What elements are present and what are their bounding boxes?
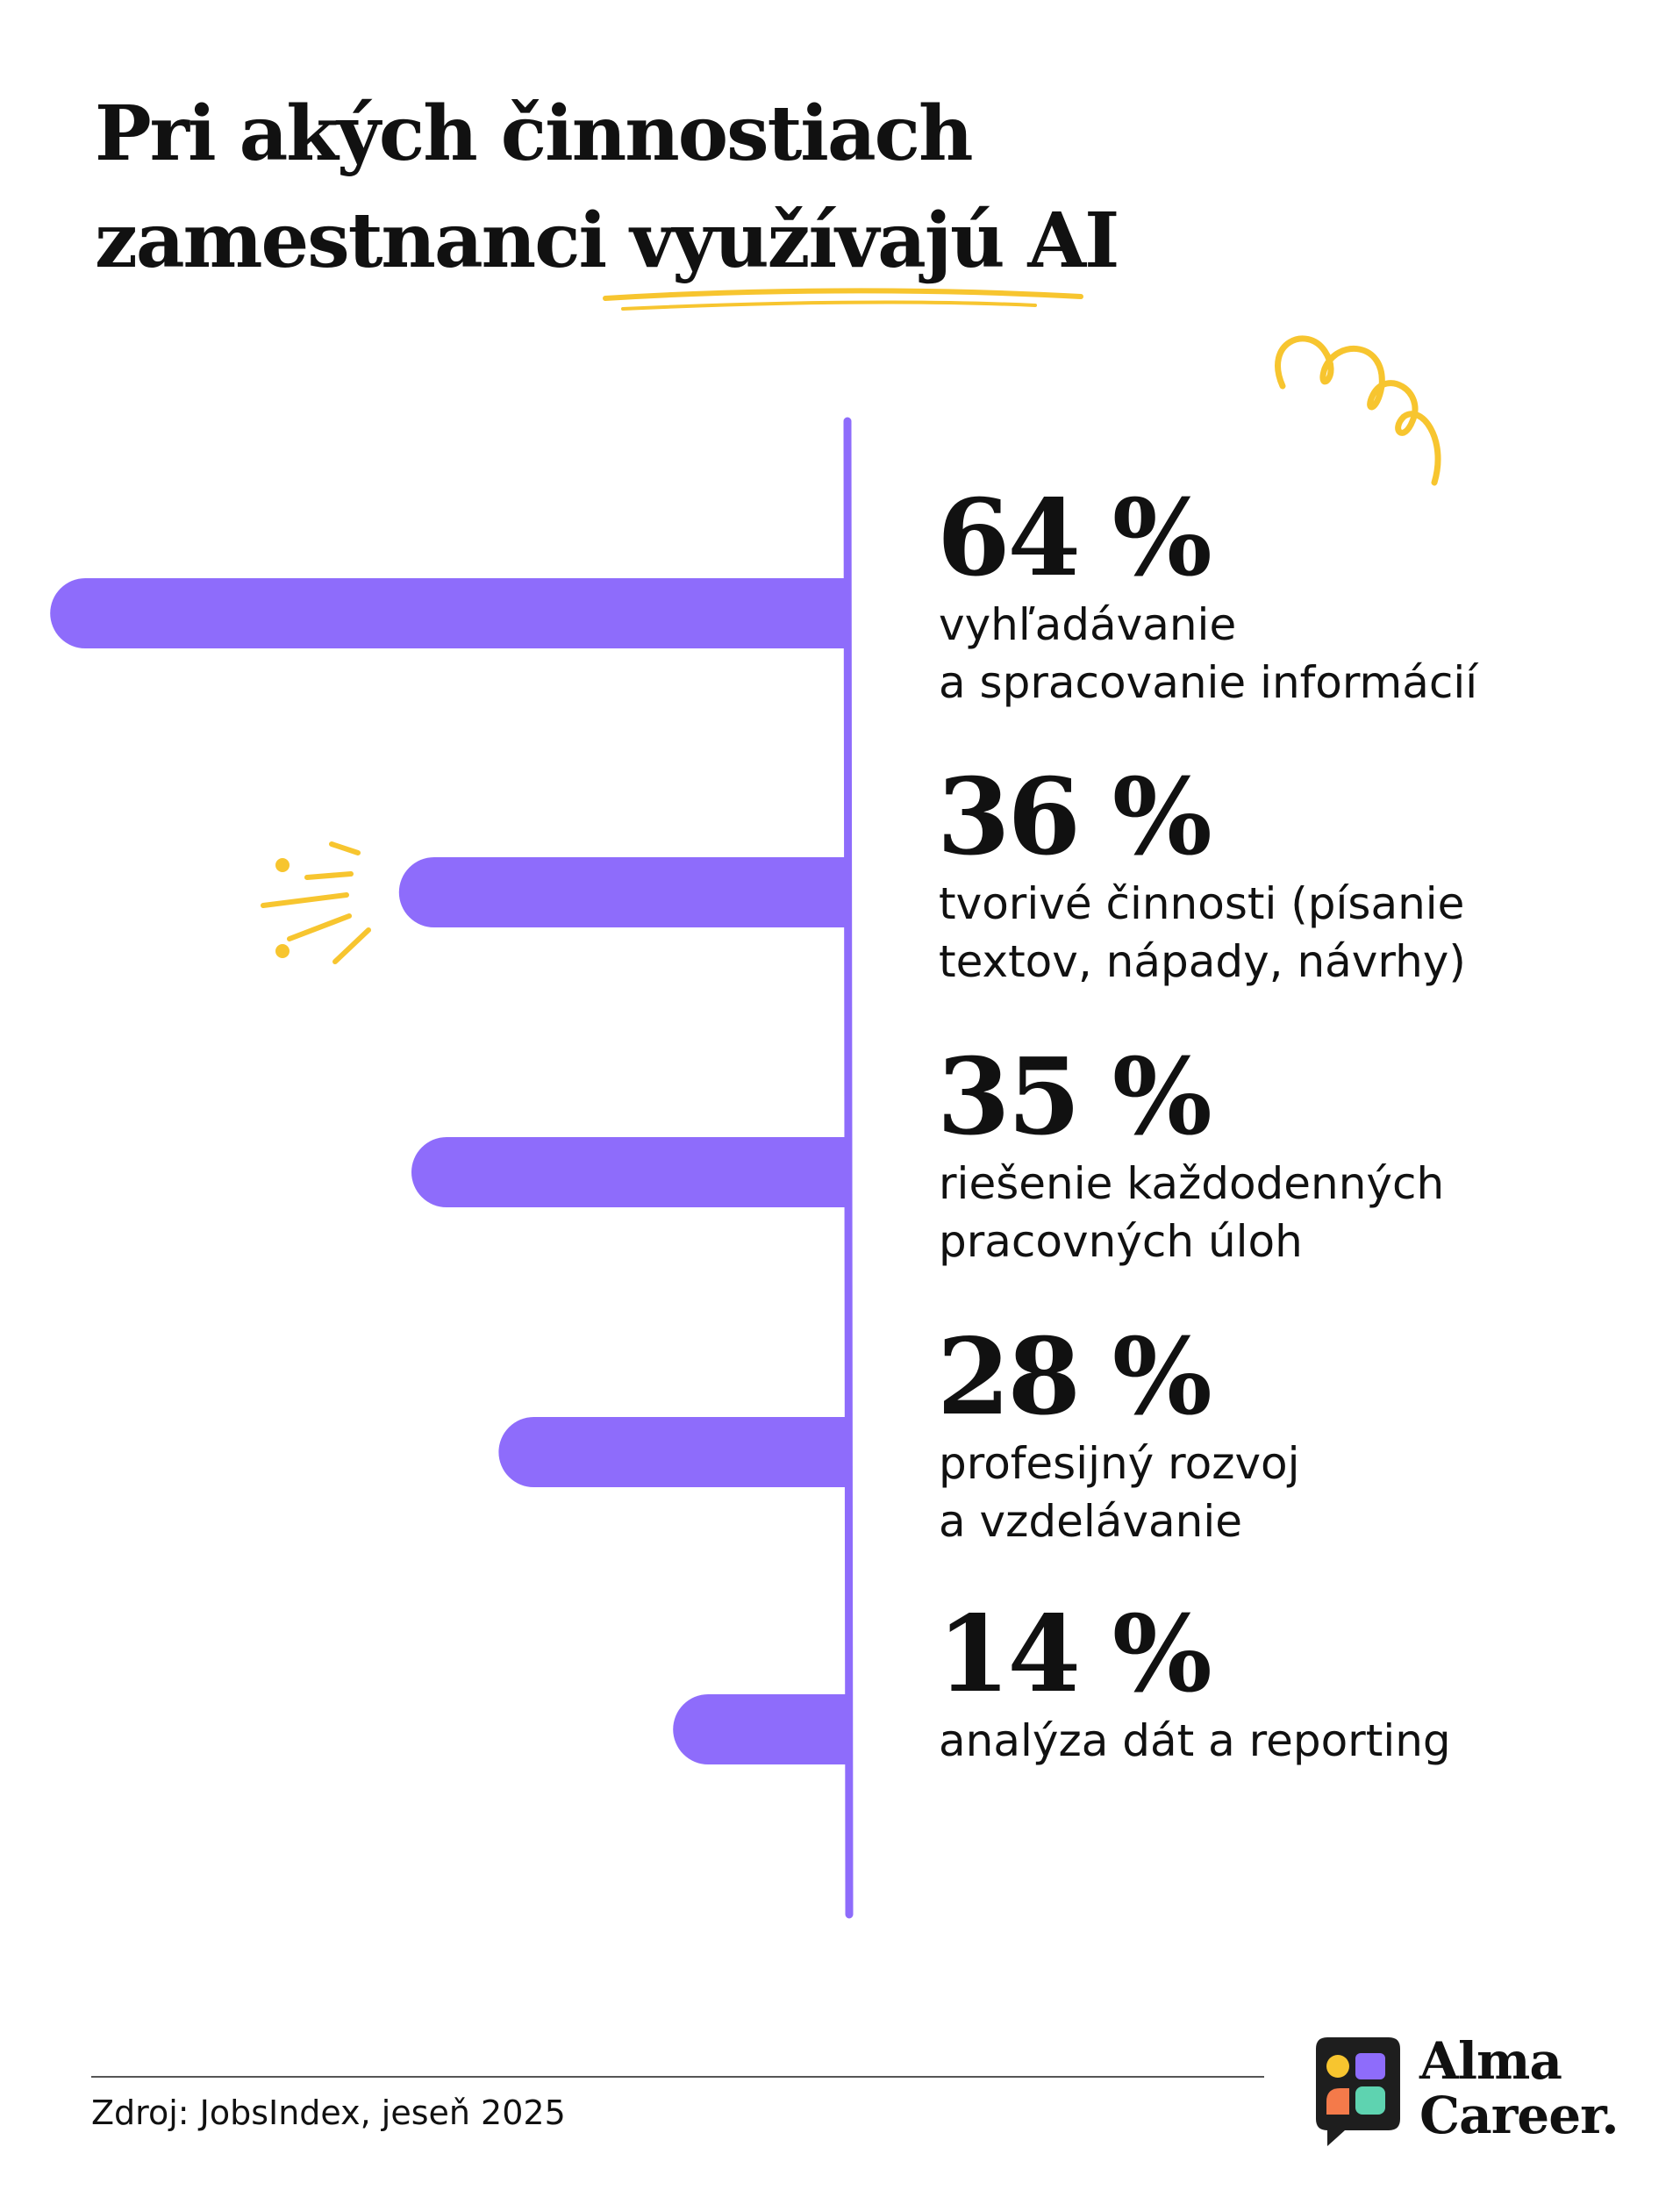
value-label: 64 % — [937, 476, 1212, 600]
bar — [673, 1694, 847, 1764]
sparkle — [261, 841, 371, 964]
bar — [498, 1417, 847, 1487]
axis-line — [843, 417, 854, 1919]
source-note: Zdroj: JobsIndex, jeseň 2025 — [91, 2093, 566, 2132]
title-underline — [621, 300, 1037, 311]
value-label: 14 % — [937, 1592, 1212, 1716]
category-label: profesijný rozvoj a vzdelávanie — [939, 1438, 1300, 1547]
value-label: 35 % — [937, 1035, 1212, 1159]
chart-title: Pri akých činnostiach zamestnanci využív… — [95, 89, 1119, 285]
value-label: 36 % — [937, 755, 1212, 879]
value-label: 28 % — [937, 1315, 1212, 1439]
category-label: riešenie každodenných pracovných úloh — [939, 1158, 1445, 1267]
bar — [398, 857, 847, 927]
logo-icon — [1316, 2037, 1400, 2146]
bar — [50, 578, 847, 648]
category-label: tvorivé činnosti (písanie textov, nápady… — [939, 878, 1466, 987]
squiggle — [1275, 335, 1441, 486]
logo-text: Alma Career. — [1419, 2031, 1619, 2145]
title-underline — [603, 288, 1083, 301]
bar — [411, 1137, 847, 1207]
category-label: analýza dát a reporting — [939, 1715, 1451, 1766]
category-label: vyhľadávanie a spracovanie informácií — [939, 599, 1478, 708]
